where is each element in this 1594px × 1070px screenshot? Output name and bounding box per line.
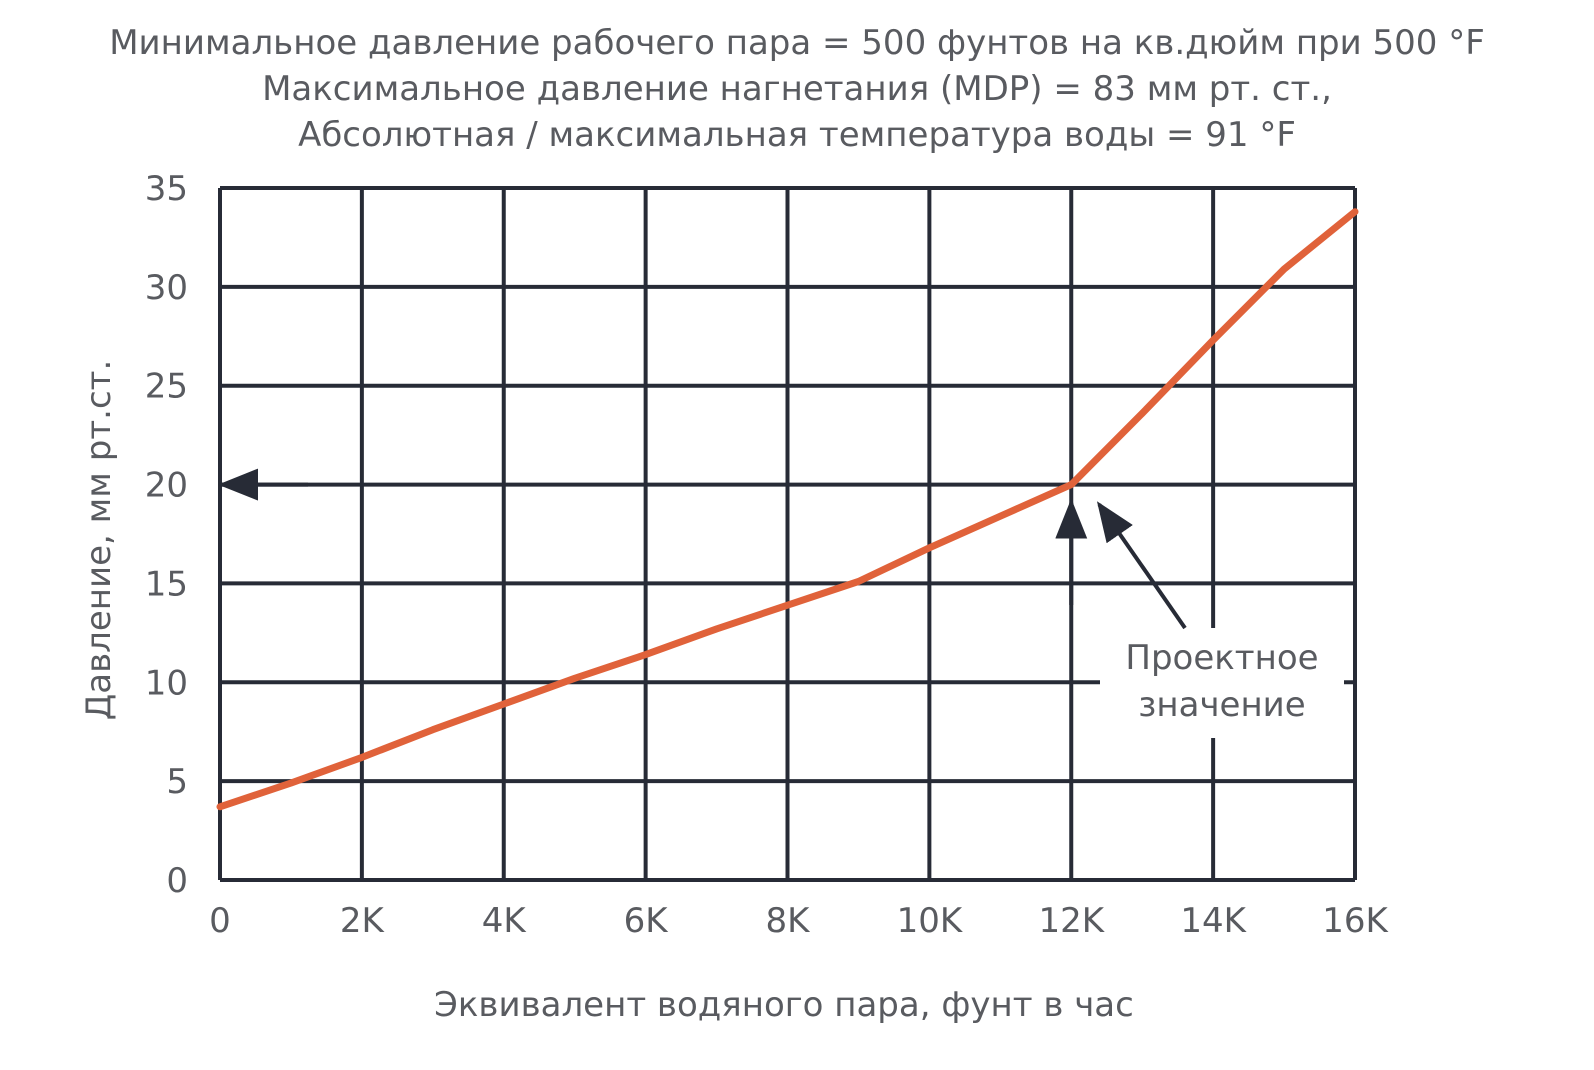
annotation-label-background: [1100, 628, 1344, 738]
x-tick-label-7: 14K: [1180, 901, 1247, 941]
y-tick-label-2: 10: [145, 663, 188, 703]
x-tick-label-1: 2K: [340, 901, 386, 941]
design-value-label-line-1: Проектное: [1125, 638, 1318, 678]
y-tick-label-0: 0: [166, 861, 188, 901]
x-axis-label: Эквивалент водяного пара, фунт в час: [434, 985, 1134, 1025]
title-line-3: Абсолютная / максимальная температура во…: [298, 115, 1296, 155]
y-tick-label-1: 5: [166, 762, 188, 802]
annotation-background: [1100, 628, 1344, 738]
arrows: [218, 468, 1187, 630]
arrow-from-design-label: [1096, 501, 1187, 630]
y-tick-label-5: 25: [145, 367, 188, 407]
x-tick-label-2: 4K: [482, 901, 528, 941]
y-tick-label-6: 30: [145, 268, 188, 308]
x-tick-label-6: 12K: [1038, 901, 1105, 941]
x-tick-label-5: 10K: [897, 901, 964, 941]
title-line-1: Минимальное давление рабочего пара = 500…: [109, 23, 1485, 63]
tick-labels: 0 2K 4K 6K 8K 10K 12K 14K 16K 0 5 10 15 20 25 30 35: [145, 169, 1390, 941]
title-line-2: Максимальное давление нагнетания (MDP) =…: [262, 69, 1332, 109]
chart-title: Минимальное давление рабочего пара = 500…: [0, 20, 1594, 158]
series-line-0: [216, 208, 1359, 811]
x-tick-label-8: 16K: [1322, 901, 1389, 941]
design-value-label-line-2: значение: [1138, 685, 1305, 725]
y-tick-label-3: 15: [145, 564, 188, 604]
grid: [218, 186, 1357, 882]
y-tick-label-4: 20: [145, 466, 188, 506]
x-tick-label-3: 6K: [624, 901, 670, 941]
y-axis-label: Давление, мм рт.ст.: [79, 360, 119, 721]
x-tick-label-0: 0: [209, 901, 231, 941]
y-tick-label-7: 35: [145, 169, 188, 209]
series-layer: [216, 208, 1359, 811]
x-tick-label-4: 8K: [766, 901, 812, 941]
